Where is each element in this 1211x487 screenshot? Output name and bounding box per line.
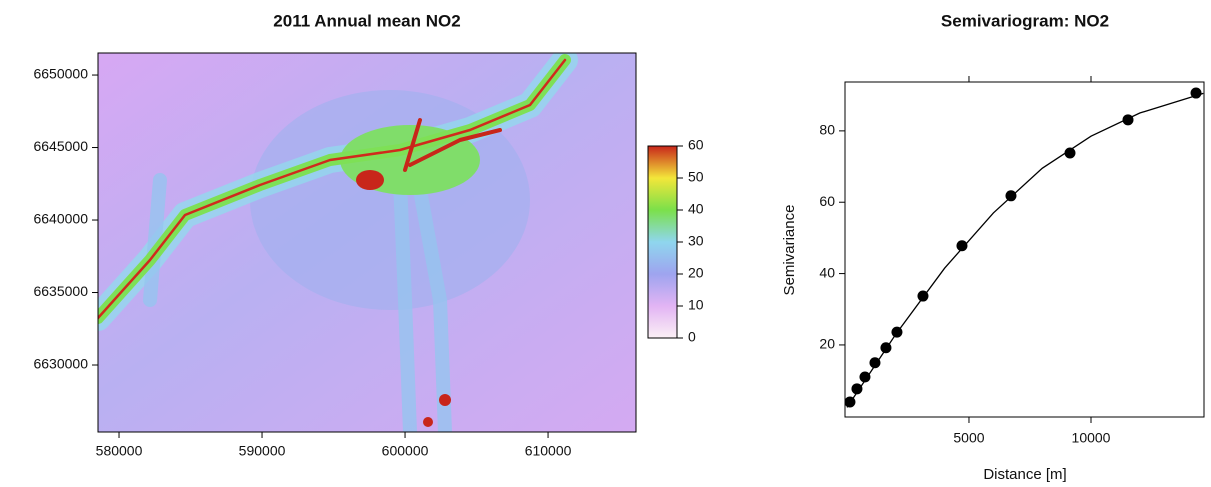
map-title: 2011 Annual mean NO2 [273, 11, 460, 30]
y-tick-label: 20 [819, 336, 835, 352]
point [917, 290, 929, 302]
y-tick-label: 6650000 [33, 66, 88, 82]
y-tick-label: 40 [819, 264, 835, 280]
point [1064, 147, 1076, 159]
point [956, 240, 968, 252]
point [891, 326, 903, 338]
x-tick-label: 590000 [239, 443, 286, 459]
colorbar-tick-label: 0 [688, 329, 696, 345]
fit-curve [846, 92, 1204, 408]
point [880, 342, 892, 354]
y-tick-label: 6645000 [33, 138, 88, 154]
colorbar-tick-label: 40 [688, 201, 704, 217]
y-tick-label: 60 [819, 193, 835, 209]
point [1005, 190, 1017, 202]
x-tick-label: 600000 [382, 443, 429, 459]
colorbar-tick-label: 20 [688, 265, 704, 281]
colorbar-tick-label: 10 [688, 297, 704, 313]
y-tick-label: 6635000 [33, 283, 88, 299]
map-frame [97, 52, 637, 433]
variogram-title: Semivariogram: NO2 [941, 11, 1109, 30]
x-tick-label: 610000 [525, 443, 572, 459]
point [845, 396, 856, 408]
x-tick-label: 10000 [1072, 430, 1111, 446]
y-tick-label: 80 [819, 122, 835, 138]
point [869, 357, 881, 369]
x-axis-label: Distance [m] [983, 466, 1066, 483]
point [851, 383, 863, 395]
y-tick-label: 6630000 [33, 356, 88, 372]
colorbar-tick-label: 30 [688, 233, 704, 249]
colorbar-tick-label: 50 [688, 169, 704, 185]
y-axis-label: Semivariance [781, 205, 798, 296]
plot-area [845, 87, 1204, 408]
colorbar [647, 145, 678, 339]
point [1122, 114, 1134, 126]
plot-frame [844, 81, 1205, 418]
colorbar-tick-label: 60 [688, 137, 704, 153]
x-tick-label: 5000 [953, 430, 984, 446]
point [859, 371, 871, 383]
point [1190, 87, 1202, 99]
map-raster [98, 53, 636, 432]
y-tick-label: 6640000 [33, 211, 88, 227]
x-tick-label: 580000 [96, 443, 143, 459]
